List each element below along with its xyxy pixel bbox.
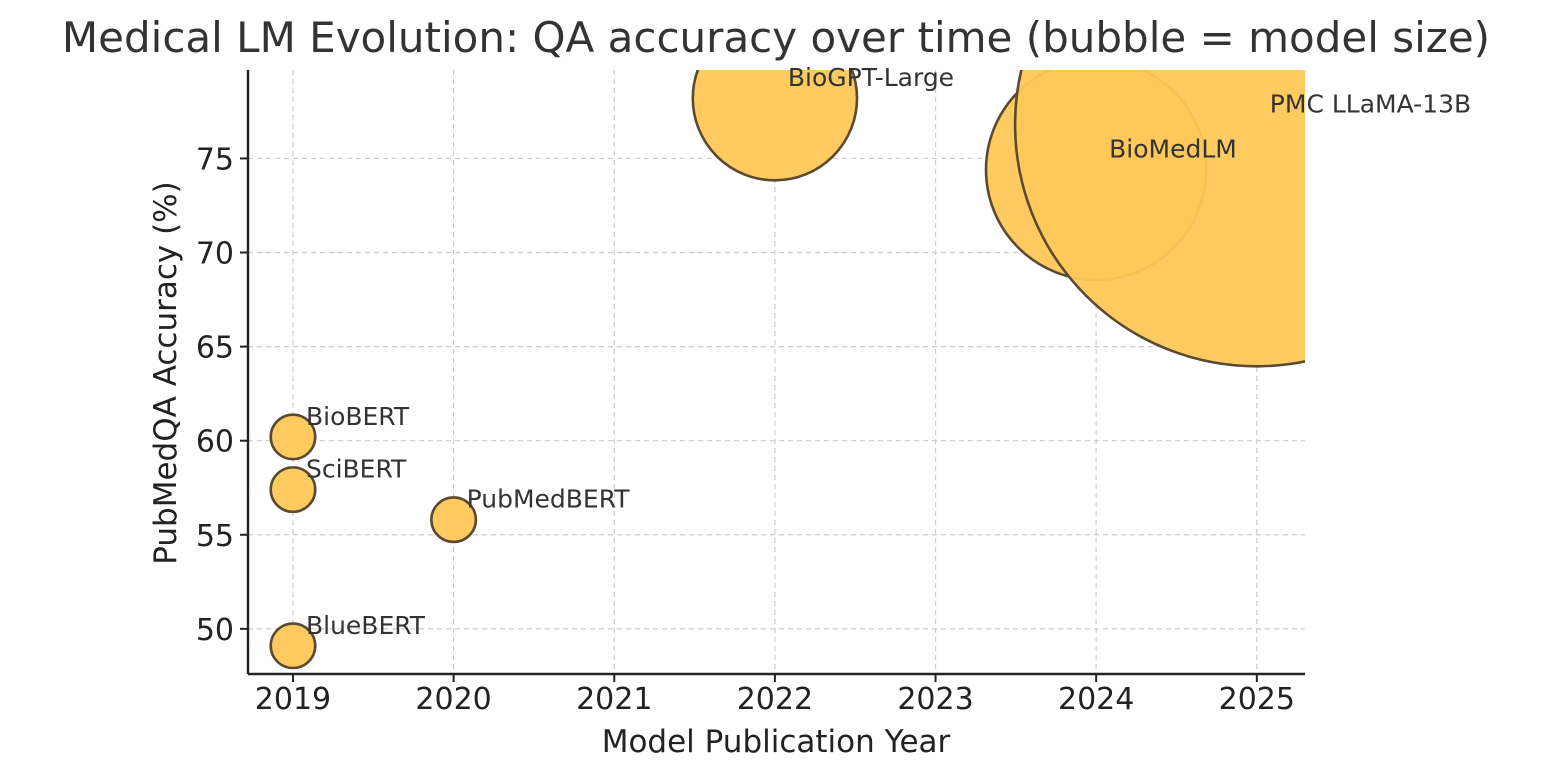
point-label: BioMedLM — [1109, 135, 1237, 164]
x-tick-label: 2021 — [576, 682, 652, 717]
y-tick-label: 65 — [196, 331, 234, 366]
y-tick-label: 75 — [196, 142, 234, 177]
y-axis-label: PubMedQA Accuracy (%) — [148, 181, 184, 564]
point-label: PubMedBERT — [467, 485, 631, 514]
point-label-layer: BioBERT SciBERT BlueBERT PubMedBERT BioGPT-L… — [306, 63, 1471, 640]
point-label: BlueBERT — [306, 611, 426, 640]
axes-layer: 2019 2020 2021 2022 2023 2024 2025 50 55 60 65 70 75 — [196, 70, 1305, 717]
x-axis-label: Model Publication Year — [602, 724, 951, 760]
bubble-point — [691, 70, 859, 182]
bubble-layer — [269, 70, 1305, 670]
x-tick-label: 2019 — [255, 682, 331, 717]
x-tick-label: 2025 — [1219, 682, 1295, 717]
point-label: SciBERT — [306, 455, 407, 484]
bubble-point — [269, 622, 317, 670]
y-tick-label: 55 — [196, 519, 234, 554]
point-label: BioGPT-Large — [788, 63, 954, 92]
y-tick-label: 70 — [196, 237, 234, 272]
point-label: PMC LLaMA-13B — [1270, 90, 1471, 119]
x-tick-label: 2023 — [897, 682, 973, 717]
y-tick-label: 50 — [196, 613, 234, 648]
chart-title: Medical LM Evolution: QA accuracy over t… — [62, 13, 1490, 62]
point-label: BioBERT — [306, 402, 410, 431]
bubble-point — [269, 413, 317, 461]
x-tick-label: 2020 — [415, 682, 491, 717]
y-tick-label: 60 — [196, 425, 234, 460]
bubble-point — [430, 496, 478, 544]
bubble-point — [269, 466, 317, 514]
x-tick-label: 2022 — [737, 682, 813, 717]
bubble-point — [1013, 70, 1305, 368]
x-tick-label: 2024 — [1058, 682, 1134, 717]
